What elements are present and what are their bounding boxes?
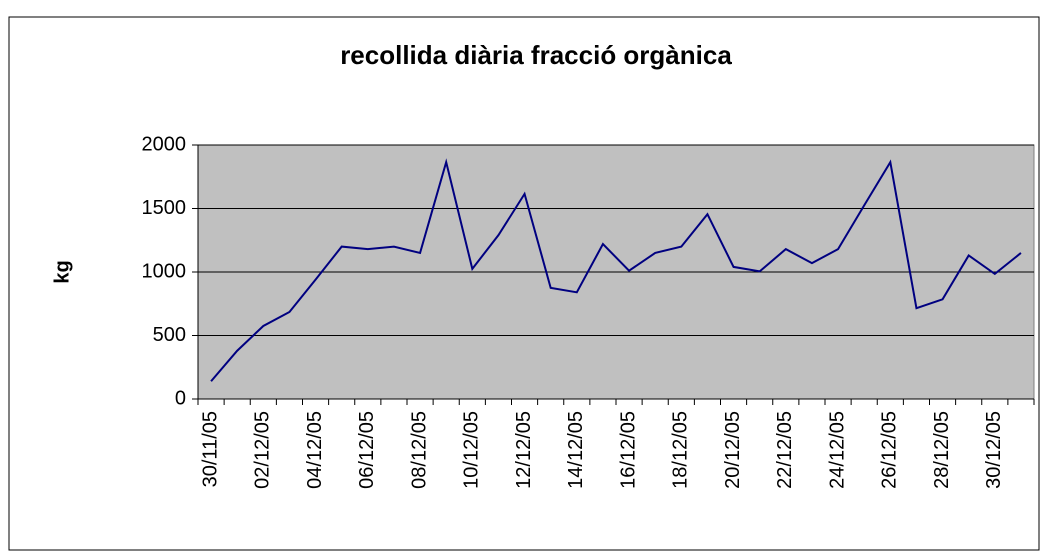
chart: recollida diària fracció orgànica kg 0 50…: [0, 0, 1046, 553]
chart-title: recollida diària fracció orgànica: [340, 40, 732, 70]
x-tick-label: 02/12/05: [252, 411, 274, 489]
x-tick-label: 28/12/05: [931, 411, 953, 489]
y-tick-label: 1000: [142, 260, 187, 282]
x-tick-label: 20/12/05: [722, 411, 744, 489]
x-tick-label: 16/12/05: [617, 411, 639, 489]
x-tick-label: 26/12/05: [879, 411, 901, 489]
y-tick-label: 500: [153, 324, 186, 346]
y-tick-label: 2000: [142, 133, 187, 155]
x-tick-label: 14/12/05: [565, 411, 587, 489]
x-tick-label: 08/12/05: [408, 411, 430, 489]
x-tick-label: 30/11/05: [199, 411, 221, 487]
y-tick-label: 1500: [142, 197, 187, 219]
x-tick-label: 18/12/05: [670, 411, 692, 489]
y-tick-label: 0: [175, 387, 186, 409]
x-tick-label: 12/12/05: [513, 411, 535, 489]
x-tick-label: 24/12/05: [826, 411, 848, 489]
x-tick-label: 30/12/05: [983, 411, 1005, 489]
x-tick-label: 22/12/05: [774, 411, 796, 489]
x-tick-label: 06/12/05: [356, 411, 378, 489]
x-tick-label: 04/12/05: [304, 411, 326, 489]
x-tick-label: 10/12/05: [461, 411, 483, 489]
page: {"chart_data": {"type": "line", "title":…: [0, 0, 1046, 553]
y-axis-label: kg: [51, 260, 73, 283]
